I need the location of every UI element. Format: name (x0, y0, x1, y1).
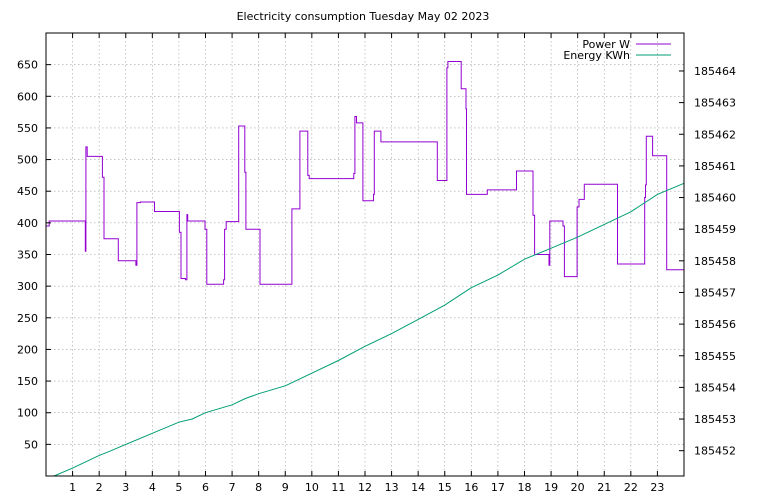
y-right-tick-label: 185464 (694, 65, 736, 78)
x-tick-label: 10 (305, 481, 319, 494)
x-tick-label: 16 (464, 481, 478, 494)
y-left-tick-label: 100 (17, 407, 38, 420)
y-left-tick-label: 600 (17, 90, 38, 103)
y-left-tick-label: 200 (17, 343, 38, 356)
x-tick-label: 4 (149, 481, 156, 494)
x-tick-label: 2 (96, 481, 103, 494)
x-tick-label: 18 (518, 481, 532, 494)
y-right-tick-label: 185455 (694, 350, 736, 363)
y-left-tick-label: 50 (24, 438, 38, 451)
x-tick-label: 21 (597, 481, 611, 494)
x-tick-label: 9 (282, 481, 289, 494)
y-right-tick-label: 185456 (694, 318, 736, 331)
y-left-tick-label: 400 (17, 217, 38, 230)
x-tick-label: 6 (202, 481, 209, 494)
y-right-tick-label: 185452 (694, 445, 736, 458)
axis-ticks: 1 2 3 4 5 6 7 8 9 10 11 12 13 14 15 16 17 18 19 20 21 22 23501… (17, 33, 736, 494)
series-layer (46, 61, 685, 477)
y-left-tick-label: 450 (17, 185, 38, 198)
y-left-tick-label: 350 (17, 249, 38, 262)
x-tick-label: 20 (571, 481, 585, 494)
x-tick-label: 23 (650, 481, 664, 494)
x-tick-label: 22 (624, 481, 638, 494)
y-right-tick-label: 185463 (694, 97, 736, 110)
x-tick-label: 13 (385, 481, 399, 494)
y-left-tick-label: 150 (17, 375, 38, 388)
legend-label-power: Power W (582, 38, 630, 51)
x-tick-label: 14 (411, 481, 425, 494)
x-tick-label: 3 (122, 481, 129, 494)
y-right-tick-label: 185453 (694, 413, 736, 426)
x-tick-label: 1 (69, 481, 76, 494)
y-right-tick-label: 185458 (694, 255, 736, 268)
y-right-tick-label: 185462 (694, 128, 736, 141)
y-right-tick-label: 185461 (694, 160, 736, 173)
x-tick-label: 12 (358, 481, 372, 494)
x-tick-label: 17 (491, 481, 505, 494)
x-tick-label: 11 (331, 481, 345, 494)
y-right-tick-label: 185459 (694, 223, 736, 236)
x-tick-label: 5 (175, 481, 182, 494)
y-left-tick-label: 500 (17, 154, 38, 167)
energy-series-line (53, 182, 685, 477)
chart-title: Electricity consumption Tuesday May 02 2… (237, 10, 490, 23)
y-right-tick-label: 185457 (694, 286, 736, 299)
grid (46, 33, 684, 476)
y-left-tick-label: 250 (17, 312, 38, 325)
y-right-tick-label: 185460 (694, 192, 736, 205)
legend-label-energy: Energy KWh (563, 49, 630, 62)
y-left-tick-label: 650 (17, 59, 38, 72)
y-left-tick-label: 550 (17, 122, 38, 135)
y-right-tick-label: 185454 (694, 381, 736, 394)
legend: Power W Energy KWh (563, 38, 671, 62)
x-tick-label: 8 (255, 481, 262, 494)
y-left-tick-label: 300 (17, 280, 38, 293)
x-tick-label: 15 (438, 481, 452, 494)
x-tick-label: 19 (544, 481, 558, 494)
power-series-line (46, 61, 684, 285)
x-tick-label: 7 (229, 481, 236, 494)
